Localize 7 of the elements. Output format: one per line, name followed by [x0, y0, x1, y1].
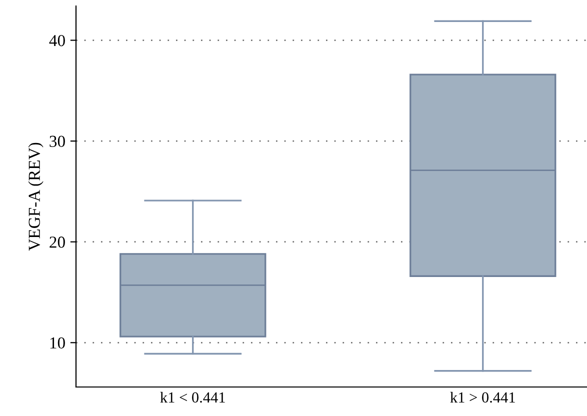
y-tick-label: 40 [49, 34, 65, 46]
y-tick-label: 20 [50, 236, 65, 248]
y-tick-label: 10 [50, 337, 65, 349]
y-tick-label: 30 [50, 136, 65, 148]
y-axis-title: VEGF-A (REV) [28, 142, 44, 251]
x-tick-label: k1 > 0.441 [450, 392, 515, 403]
x-tick-label: k1 < 0.441 [160, 392, 225, 403]
